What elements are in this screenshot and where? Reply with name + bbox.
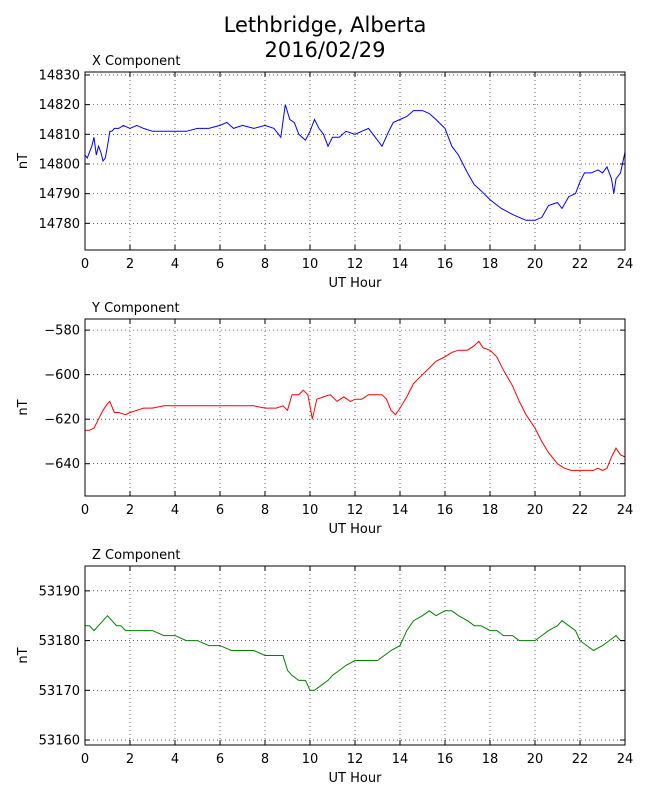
y-tick-label: 53190	[39, 584, 80, 599]
x-tick-label: 16	[437, 752, 454, 767]
y-tick-label: 53160	[39, 734, 80, 749]
x-tick-label: 10	[302, 752, 319, 767]
y-tick-label: 14800	[39, 157, 80, 172]
y-tick-label: −600	[44, 368, 80, 383]
panel-title: X Component	[92, 54, 181, 69]
y-tick-label: 14820	[39, 98, 80, 113]
y-tick-label: 53180	[39, 634, 80, 649]
y-axis-label: nT	[16, 399, 31, 415]
x-tick-label: 6	[216, 503, 224, 518]
x-tick-label: 18	[482, 752, 499, 767]
x-tick-label: 0	[81, 752, 89, 767]
x-tick-label: 2	[126, 752, 134, 767]
x-tick-label: 18	[482, 503, 499, 518]
x-tick-label: 20	[527, 503, 544, 518]
x-tick-label: 2	[126, 257, 134, 272]
y-tick-label: −580	[44, 324, 80, 339]
panel-title: Z Component	[92, 548, 181, 563]
x-axis-label: UT Hour	[329, 522, 383, 537]
x-tick-label: 22	[572, 257, 589, 272]
x-tick-label: 14	[392, 752, 409, 767]
y-axis-label: nT	[16, 647, 31, 663]
x-tick-label: 24	[617, 503, 634, 518]
x-tick-label: 8	[261, 503, 269, 518]
x-tick-label: 10	[302, 503, 319, 518]
x-tick-label: 16	[437, 257, 454, 272]
y-tick-label: 14810	[39, 128, 80, 143]
x-tick-label: 12	[347, 257, 364, 272]
x-tick-label: 8	[261, 752, 269, 767]
data-series-line	[85, 340, 626, 471]
x-tick-label: 14	[392, 503, 409, 518]
x-tick-label: 10	[302, 257, 319, 272]
y-tick-label: 53170	[39, 684, 80, 699]
x-axis-label: UT Hour	[329, 276, 383, 291]
x-tick-label: 4	[171, 503, 179, 518]
x-tick-label: 4	[171, 752, 179, 767]
y-tick-label: 14780	[39, 217, 80, 232]
x-tick-label: 0	[81, 257, 89, 272]
figure-title-station: Lethbridge, Alberta	[223, 13, 427, 37]
x-tick-label: 2	[126, 503, 134, 518]
figure-title-date: 2016/02/29	[264, 38, 386, 62]
data-series-line	[85, 610, 625, 691]
x-tick-label: 20	[527, 257, 544, 272]
x-tick-label: 16	[437, 503, 454, 518]
data-series-line	[84, 104, 626, 221]
x-tick-label: 14	[392, 257, 409, 272]
x-tick-label: 18	[482, 257, 499, 272]
x-tick-label: 8	[261, 257, 269, 272]
y-tick-label: 14790	[39, 187, 80, 202]
panel-title: Y Component	[91, 301, 180, 316]
y-tick-label: 14830	[39, 68, 80, 83]
x-tick-label: 22	[572, 503, 589, 518]
y-axis-label: nT	[16, 153, 31, 169]
x-tick-label: 12	[347, 503, 364, 518]
x-tick-label: 24	[617, 257, 634, 272]
x-tick-label: 24	[617, 752, 634, 767]
x-tick-label: 12	[347, 752, 364, 767]
x-tick-label: 22	[572, 752, 589, 767]
x-tick-label: 6	[216, 752, 224, 767]
x-tick-label: 6	[216, 257, 224, 272]
x-tick-label: 20	[527, 752, 544, 767]
x-axis-label: UT Hour	[329, 771, 383, 786]
x-tick-label: 0	[81, 503, 89, 518]
y-tick-label: −620	[44, 413, 80, 428]
x-tick-label: 4	[171, 257, 179, 272]
y-tick-label: −640	[44, 457, 80, 472]
